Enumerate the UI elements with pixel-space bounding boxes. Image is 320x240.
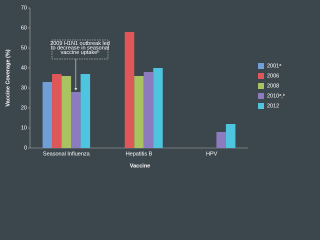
legend-label: 2012	[267, 103, 279, 109]
y-tick-label: 30	[21, 85, 27, 91]
y-tick-label: 10	[21, 125, 27, 131]
annotation-line: 2009 H1N1 outbreak led	[50, 41, 110, 47]
bar	[52, 74, 62, 148]
chart: Vaccine Coverage (%) Vaccine 0 10 20 30 40 50…	[5, 5, 285, 170]
bar	[153, 68, 163, 148]
legend-swatch	[258, 63, 264, 69]
x-tick-label: HPV	[206, 151, 218, 157]
legend-swatch	[258, 83, 264, 89]
bar	[143, 72, 154, 148]
y-axis-label: Vaccine Coverage (%)	[5, 49, 11, 106]
annotation-box	[51, 39, 109, 60]
bar	[61, 76, 72, 148]
annotation-line: vaccine uptakeᵇ	[61, 49, 100, 56]
bar	[216, 132, 226, 148]
bar	[225, 124, 236, 148]
bar	[71, 92, 81, 148]
bar	[80, 74, 91, 148]
y-tick-label: 0	[24, 145, 27, 151]
x-tick-label: Hepatitis B	[126, 151, 153, 157]
x-tick-label: Seasonal Influenza	[43, 151, 91, 157]
annotation-arrowhead	[74, 88, 78, 91]
legend-swatch	[258, 103, 264, 109]
legend-swatch	[258, 93, 264, 99]
legend-label: 2008	[267, 83, 279, 89]
y-tick-label: 70	[21, 5, 27, 11]
legend-label: 2001ᵃ	[267, 63, 282, 69]
y-tick-label: 50	[21, 45, 27, 51]
bar	[134, 76, 144, 148]
y-tick-label: 40	[21, 65, 27, 71]
legend-label: 2010ᵃ,ᵇ	[267, 92, 285, 99]
x-axis-label: Vaccine	[130, 163, 151, 169]
bar	[124, 32, 135, 148]
annotation: 2009 H1N1 outbreak led to decrease in sea…	[50, 41, 110, 56]
bar	[42, 82, 53, 148]
annotation-line: to decrease in seasonal	[51, 46, 109, 52]
legend-swatch	[258, 73, 264, 79]
y-tick-label: 60	[21, 25, 27, 31]
legend-label: 2006	[267, 73, 279, 79]
y-tick-label: 20	[21, 105, 27, 111]
